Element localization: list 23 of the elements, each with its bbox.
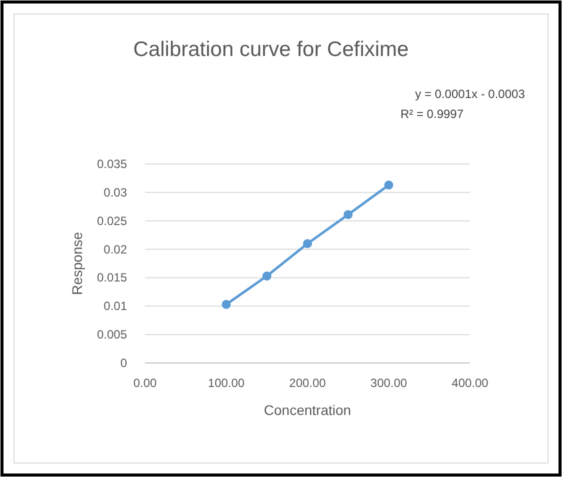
text: R² = 0.9997	[400, 107, 464, 121]
point	[222, 300, 231, 309]
y-tick-label: 0.03	[104, 185, 128, 200]
y-tick-label: 0.005	[96, 328, 128, 342]
text: y = 0.0001x - 0.0003	[415, 87, 526, 101]
y-tick-label: 0.015	[96, 270, 128, 285]
point	[262, 272, 272, 281]
chart-title: Calibration curve for Cefixime	[133, 38, 409, 61]
x-tick-label: 0.00	[133, 376, 157, 390]
point	[384, 180, 394, 190]
x-tick-label: 100.00	[208, 376, 245, 390]
y-tick-label: 0.02	[104, 242, 128, 256]
x-tick-label: 200.00	[289, 376, 326, 390]
x-tick-label: 400.00	[452, 376, 489, 390]
x-tick-label: 300.00	[370, 376, 408, 390]
y-tick-label: 0	[120, 356, 128, 370]
y-tick-label: 0.01	[104, 299, 128, 314]
point	[303, 239, 312, 248]
point	[344, 210, 353, 220]
y-axis-title: Response	[69, 232, 85, 296]
y-tick-label: 0.025	[96, 214, 128, 228]
x-axis-title: Concentration	[264, 402, 352, 418]
y-tick-label: 0.035	[96, 157, 128, 171]
